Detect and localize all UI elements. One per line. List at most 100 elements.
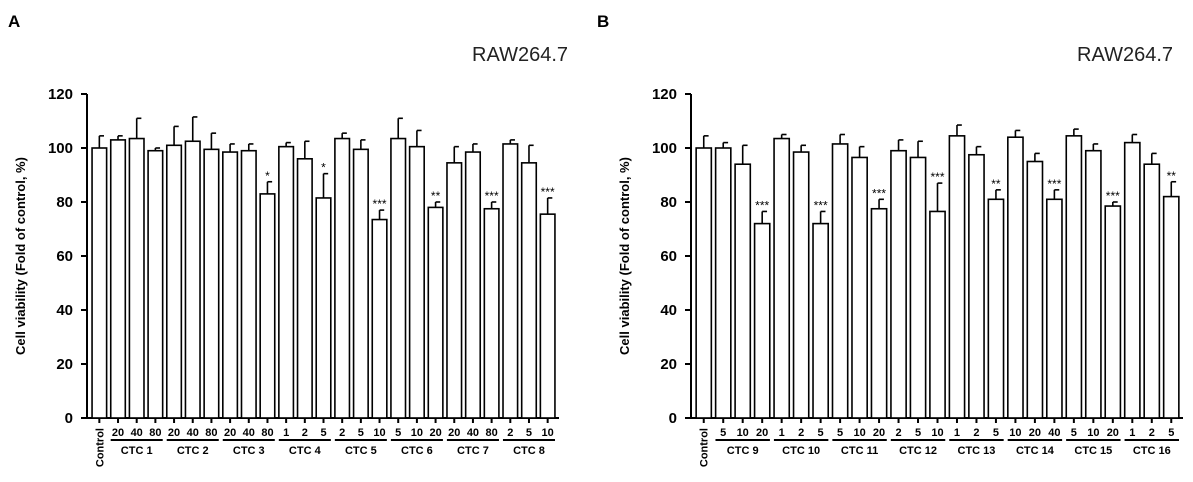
x-tick-label: 2 xyxy=(1149,427,1155,439)
group-label: CTC 8 xyxy=(513,445,545,457)
bar xyxy=(464,151,482,419)
y-tick-label: 40 xyxy=(660,302,677,319)
bar xyxy=(1123,141,1141,419)
x-tick-label: 40 xyxy=(187,427,199,439)
y-tick-label: 100 xyxy=(652,140,677,157)
x-tick-label: 5 xyxy=(993,427,999,439)
bar xyxy=(929,210,946,419)
x-tick-label: 80 xyxy=(261,427,273,439)
x-tick-label: 10 xyxy=(411,427,423,439)
group-label: CTC 4 xyxy=(289,445,322,457)
x-tick-label: 20 xyxy=(429,427,441,439)
x-tick-label: 10 xyxy=(1087,427,1099,439)
y-axis-label: Cell viability (Fold of control, %) xyxy=(617,157,632,355)
x-tick-label: 40 xyxy=(131,427,143,439)
panel-letter: B xyxy=(597,12,609,31)
bar xyxy=(184,140,201,419)
bar xyxy=(870,207,888,419)
y-tick-label: 120 xyxy=(652,86,677,103)
significance-label: *** xyxy=(485,189,499,203)
bar xyxy=(240,149,257,419)
y-tick-label: 20 xyxy=(660,356,677,373)
bar xyxy=(909,156,927,419)
x-tick-label: 2 xyxy=(798,427,804,439)
group-label: CTC 2 xyxy=(177,445,209,457)
x-tick-label: 40 xyxy=(243,427,255,439)
y-axis-label: Cell viability (Fold of control, %) xyxy=(13,157,28,355)
x-tick-label: 20 xyxy=(1107,427,1119,439)
significance-label: *** xyxy=(1047,177,1061,191)
x-tick-label: 40 xyxy=(467,427,479,439)
group-label: CTC 16 xyxy=(1133,445,1171,457)
bar xyxy=(371,218,388,419)
bar xyxy=(1084,149,1102,419)
x-tick-label: 2 xyxy=(895,427,901,439)
bar xyxy=(446,162,463,419)
group-label: CTC 9 xyxy=(727,445,759,457)
bar xyxy=(390,137,407,419)
y-tick-label: 20 xyxy=(56,356,73,373)
significance-label: *** xyxy=(1106,189,1120,203)
bar xyxy=(109,139,127,419)
x-tick-label: 20 xyxy=(168,427,180,439)
bar xyxy=(812,222,830,419)
group-label: CTC 12 xyxy=(899,445,937,457)
group-label: CTC 3 xyxy=(233,445,265,457)
bar xyxy=(91,147,108,419)
group-label: CTC 7 xyxy=(457,445,489,457)
x-tick-label: 1 xyxy=(283,427,289,439)
significance-label: * xyxy=(321,161,326,175)
x-tick-label: Control xyxy=(94,428,106,467)
bar xyxy=(165,144,183,419)
y-tick-label: 120 xyxy=(48,86,73,103)
bar xyxy=(315,197,332,419)
bar xyxy=(987,198,1005,419)
x-tick-label: 5 xyxy=(818,427,824,439)
significance-label: *** xyxy=(930,170,944,184)
bar xyxy=(948,135,966,419)
group-label: CTC 5 xyxy=(345,445,377,457)
bar xyxy=(714,147,732,419)
x-tick-label: 40 xyxy=(1048,427,1060,439)
bar xyxy=(968,153,985,419)
bar xyxy=(334,137,351,419)
bar xyxy=(539,213,556,419)
bar xyxy=(128,137,145,419)
x-tick-label: 10 xyxy=(931,427,943,439)
group-label: CTC 10 xyxy=(782,445,820,457)
x-tick-label: 5 xyxy=(837,427,843,439)
x-tick-label: 5 xyxy=(320,427,326,439)
y-tick-label: 80 xyxy=(660,194,677,211)
x-tick-label: 2 xyxy=(507,427,513,439)
bar xyxy=(520,162,538,419)
bar xyxy=(352,148,369,419)
x-tick-label: 1 xyxy=(1129,427,1135,439)
significance-label: *** xyxy=(373,197,387,211)
x-tick-label: 1 xyxy=(779,427,785,439)
bar xyxy=(147,149,164,419)
bar xyxy=(1045,198,1063,419)
x-tick-label: 80 xyxy=(149,427,161,439)
x-tick-label: 5 xyxy=(526,427,532,439)
bar xyxy=(851,156,868,419)
group-label: CTC 13 xyxy=(958,445,996,457)
x-tick-label: 2 xyxy=(339,427,345,439)
bar xyxy=(427,206,444,419)
y-tick-label: 60 xyxy=(660,248,677,265)
x-tick-label: 5 xyxy=(1168,427,1174,439)
group-label: CTC 1 xyxy=(121,445,153,457)
x-tick-label: 20 xyxy=(448,427,460,439)
bar xyxy=(296,158,313,419)
significance-label: *** xyxy=(872,186,886,200)
bar xyxy=(1104,205,1122,419)
significance-label: ** xyxy=(431,189,441,203)
y-tick-label: 0 xyxy=(65,410,73,427)
x-tick-label: 5 xyxy=(358,427,364,439)
x-tick-label: Control xyxy=(699,428,711,467)
x-tick-label: 2 xyxy=(973,427,979,439)
x-tick-label: 5 xyxy=(395,427,401,439)
y-tick-label: 60 xyxy=(56,248,73,265)
